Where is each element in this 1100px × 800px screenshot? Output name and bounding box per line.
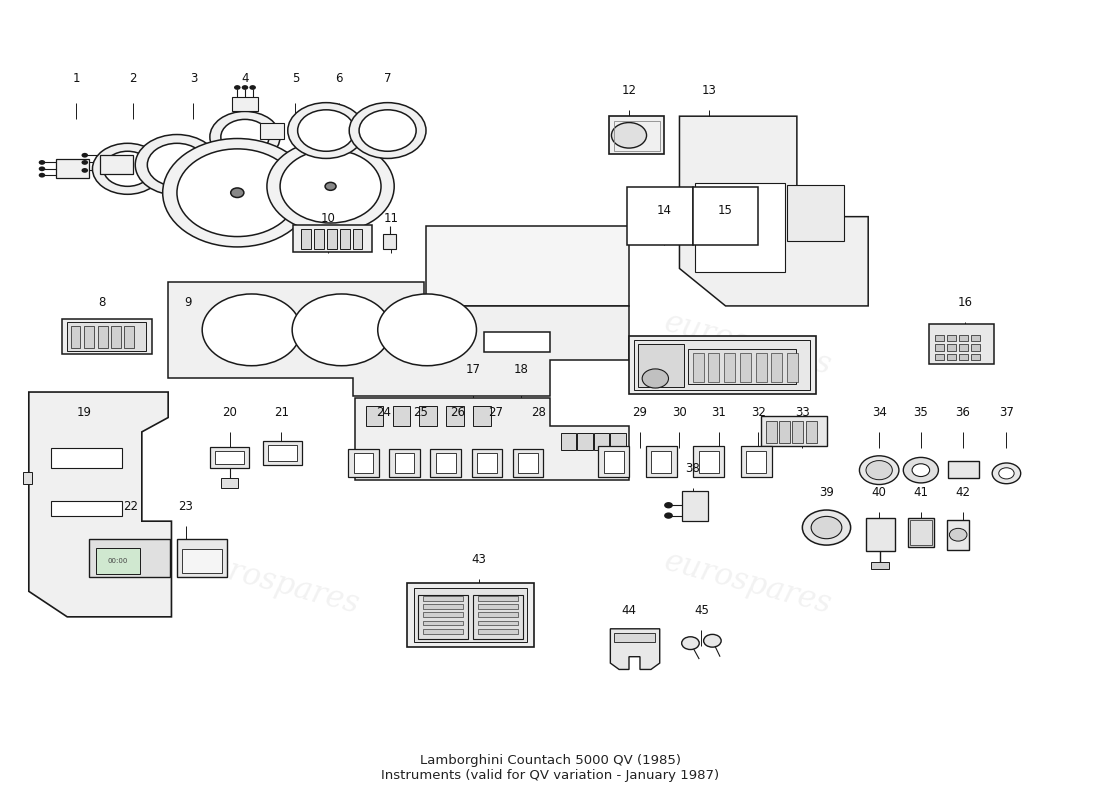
Bar [689,349,795,384]
Text: 00:00: 00:00 [108,558,128,564]
Text: 13: 13 [702,84,716,97]
Circle shape [359,110,416,151]
Circle shape [802,510,850,545]
Bar [928,324,994,364]
Text: 40: 40 [871,486,887,499]
Text: 44: 44 [621,604,637,617]
Bar [741,446,771,477]
Bar [62,318,152,354]
Text: 30: 30 [672,406,686,419]
Bar [646,446,676,477]
Text: 16: 16 [957,296,972,309]
Bar [866,518,894,551]
Bar [51,502,122,515]
Circle shape [811,516,842,538]
Bar [268,446,297,462]
Bar [959,334,968,341]
Text: 33: 33 [795,406,810,419]
Bar [959,344,968,350]
Bar [971,354,980,360]
Text: 32: 32 [751,406,766,419]
Bar [352,230,362,249]
Circle shape [293,294,390,366]
Bar [786,353,798,382]
Text: 3: 3 [189,72,197,85]
Circle shape [234,85,241,90]
Bar [56,159,89,178]
Bar [698,451,718,474]
Bar [389,450,420,477]
Bar [693,353,704,382]
Bar [518,454,538,474]
Bar [910,519,932,545]
Bar [70,326,80,348]
Bar [430,450,461,477]
Bar [971,334,980,341]
Bar [871,562,889,569]
Text: 6: 6 [336,72,343,85]
Bar [67,322,146,350]
Text: 27: 27 [487,406,503,419]
Circle shape [866,461,892,480]
Circle shape [210,111,280,162]
Circle shape [135,134,219,195]
Bar [183,549,222,573]
Text: Lamborghini Countach 5000 QV (1985)
Instruments (valid for QV variation - Januar: Lamborghini Countach 5000 QV (1985) Inst… [381,754,719,782]
Bar [651,451,671,474]
Bar [971,344,980,350]
Bar [89,538,170,577]
Circle shape [298,110,354,151]
Bar [682,491,708,521]
Bar [935,344,944,350]
Bar [422,629,463,634]
Bar [261,122,285,138]
Circle shape [642,369,669,388]
Bar [792,421,803,443]
Bar [779,421,790,443]
Bar [477,596,518,601]
Bar [629,336,815,394]
Polygon shape [168,282,629,396]
Text: 34: 34 [871,406,887,419]
Text: eurospares: eurospares [188,307,363,382]
Text: 29: 29 [632,406,648,419]
Circle shape [92,143,163,194]
Text: 18: 18 [514,363,529,376]
Polygon shape [354,398,629,480]
Text: eurospares: eurospares [660,546,835,621]
Bar [100,155,133,174]
Bar [756,353,767,382]
Circle shape [39,173,45,178]
Circle shape [377,294,476,366]
Circle shape [664,513,673,518]
Circle shape [202,294,301,366]
Polygon shape [29,392,172,617]
Circle shape [288,102,364,158]
Bar [418,595,468,639]
Text: 2: 2 [130,72,136,85]
Bar [638,344,684,387]
Text: 22: 22 [123,500,139,514]
Bar [693,187,759,245]
Bar [627,187,693,245]
Bar [947,344,956,350]
Bar [747,451,767,474]
Circle shape [912,464,930,477]
Text: 1: 1 [73,72,79,85]
Text: 42: 42 [955,486,970,499]
Text: 9: 9 [184,296,191,309]
Text: 4: 4 [241,72,249,85]
Bar [947,334,956,341]
Bar [414,588,527,642]
Text: eurospares: eurospares [188,546,363,621]
Bar [365,406,383,426]
Bar [604,451,624,474]
Text: 31: 31 [712,406,726,419]
Text: 36: 36 [955,406,970,419]
Bar [594,433,609,450]
Bar [771,353,782,382]
Bar [340,230,350,249]
Bar [609,116,664,154]
Bar [935,334,944,341]
Bar [477,629,518,634]
